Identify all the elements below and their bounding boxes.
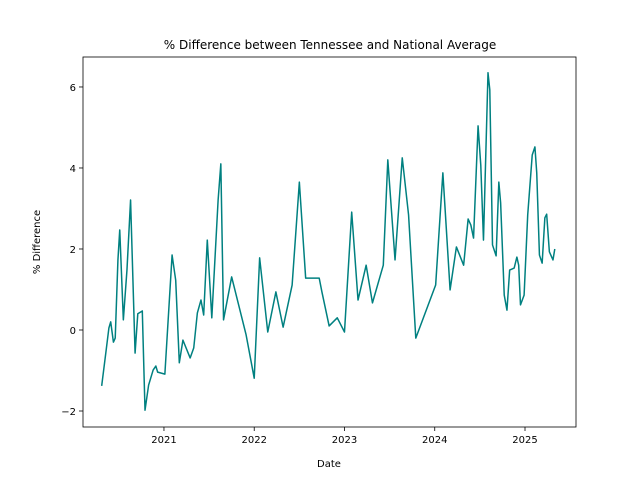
y-tick-label: −2 <box>61 407 76 418</box>
x-axis-label: Date <box>317 459 341 470</box>
x-tick-label: 2025 <box>512 435 537 446</box>
y-tick-label: 0 <box>70 326 76 337</box>
y-tick-label: 6 <box>70 83 76 94</box>
x-tick-label: 2024 <box>422 435 447 446</box>
data-line <box>100 72 556 411</box>
plot-frame <box>82 56 577 428</box>
y-tick-label: 4 <box>70 164 76 175</box>
x-tick-label: 2023 <box>332 435 357 446</box>
chart-title: % Difference between Tennessee and Natio… <box>164 38 496 52</box>
y-tick-label: 2 <box>70 245 76 256</box>
x-tick-label: 2021 <box>151 435 176 446</box>
x-tick-label: 2022 <box>241 435 266 446</box>
y-axis-label: % Difference <box>32 210 43 274</box>
